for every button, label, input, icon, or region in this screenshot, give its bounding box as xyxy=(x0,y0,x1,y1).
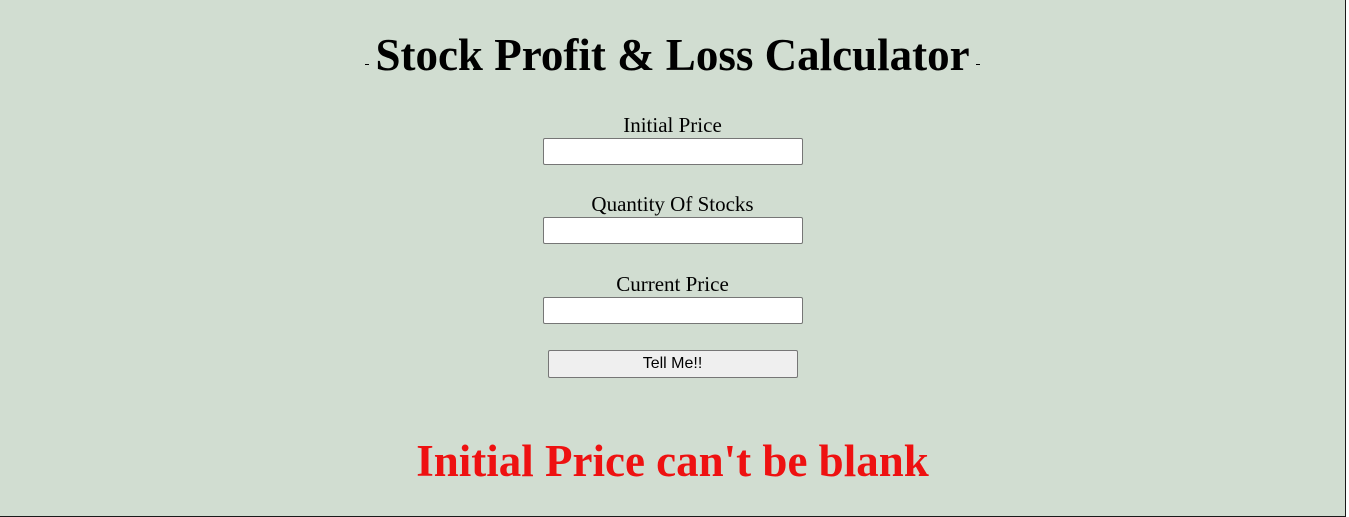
quantity-label: Quantity Of Stocks xyxy=(591,192,754,216)
initial-price-label: Initial Price xyxy=(623,113,722,137)
tell-me-button[interactable]: Tell Me!! xyxy=(547,350,798,378)
title-left-dash xyxy=(365,63,370,65)
page-title: Stock Profit & Loss Calculator xyxy=(375,30,970,80)
title-right-dash xyxy=(975,63,980,65)
current-price-input[interactable] xyxy=(542,297,803,324)
quantity-field: Quantity Of Stocks xyxy=(0,192,1345,244)
current-price-field: Current Price xyxy=(0,272,1345,324)
initial-price-field: Initial Price xyxy=(0,113,1345,165)
button-row: Tell Me!! xyxy=(0,350,1345,378)
quantity-input[interactable] xyxy=(542,217,803,244)
current-price-label: Current Price xyxy=(616,272,729,296)
initial-price-input[interactable] xyxy=(542,138,803,165)
output-message: Initial Price can't be blank xyxy=(416,436,929,486)
header: Stock Profit & Loss Calculator xyxy=(0,28,1345,82)
